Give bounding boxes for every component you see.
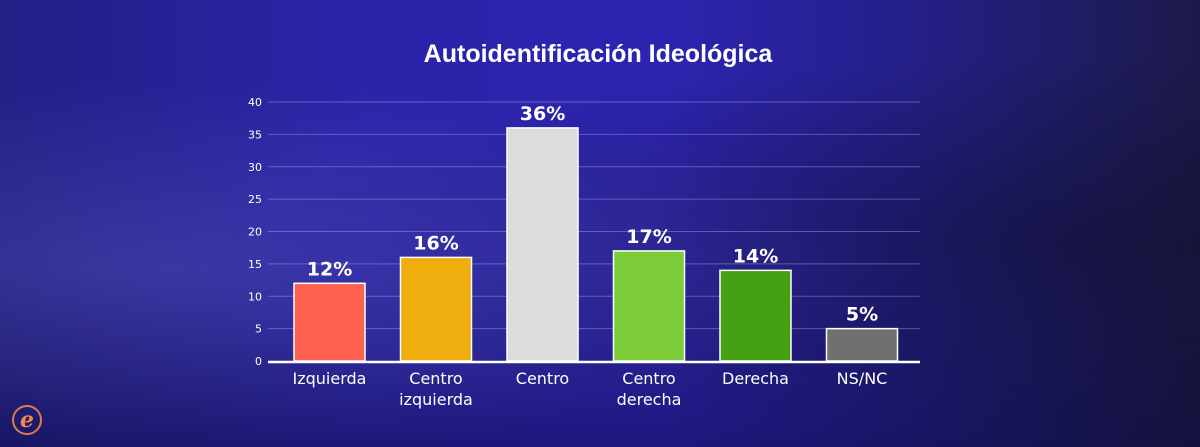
x-tick-label: Centro xyxy=(516,369,569,388)
x-tick-label: izquierda xyxy=(399,390,473,409)
data-label: 36% xyxy=(520,103,565,125)
data-label: 16% xyxy=(413,232,458,254)
y-tick-label: 35 xyxy=(248,128,262,141)
x-tick-label: Centro xyxy=(622,369,675,388)
data-label: 17% xyxy=(626,226,671,248)
y-tick-label: 30 xyxy=(248,161,262,174)
data-label: 12% xyxy=(307,258,352,280)
y-tick-label: 20 xyxy=(248,226,262,239)
bar xyxy=(825,327,899,362)
x-tick-label: Derecha xyxy=(722,369,789,388)
y-tick-label: 10 xyxy=(248,290,262,303)
brand-logo: e xyxy=(12,405,42,435)
data-label: 5% xyxy=(846,304,878,326)
bar xyxy=(506,127,579,362)
y-tick-label: 5 xyxy=(255,323,262,336)
y-tick-label: 25 xyxy=(248,193,262,206)
data-label: 14% xyxy=(733,245,778,267)
bar xyxy=(612,250,686,362)
y-tick-label: 40 xyxy=(248,96,262,109)
chart-title: Autoidentificación Ideológica xyxy=(424,40,774,68)
x-tick-label: Centro xyxy=(409,369,462,388)
x-tick-label: NS/NC xyxy=(837,369,888,388)
x-tick-label: derecha xyxy=(617,390,682,409)
y-tick-label: 15 xyxy=(248,258,262,271)
x-tick-label: Izquierda xyxy=(293,369,367,388)
bar xyxy=(293,282,366,362)
bar xyxy=(399,256,473,362)
y-tick-label: 0 xyxy=(255,355,262,368)
bar xyxy=(719,269,792,362)
